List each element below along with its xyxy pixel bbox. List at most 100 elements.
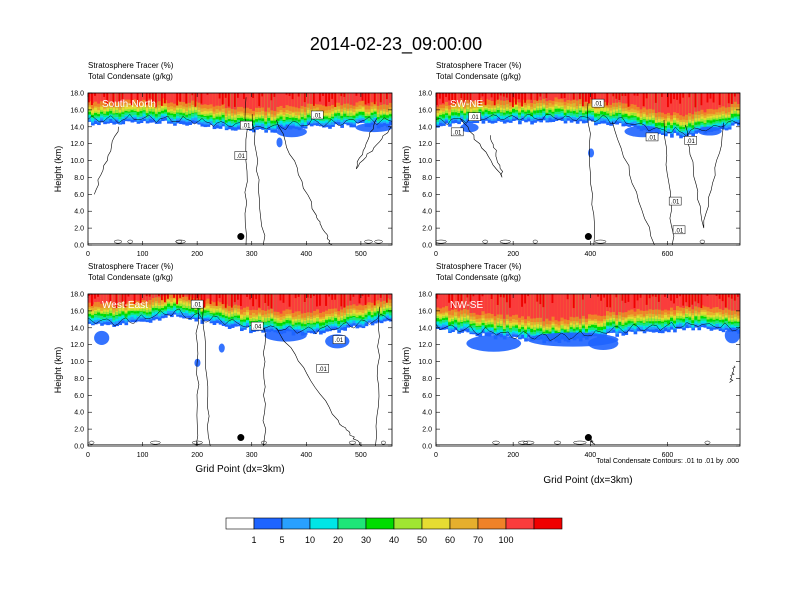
tracer-cell [243,93,245,100]
tracer-cell [685,294,688,303]
tracer-cell [639,294,642,298]
tracer-cell [588,93,590,104]
tracer-cell [170,294,174,299]
tracer-cell [445,294,449,307]
tracer-cell [703,294,708,307]
y-tick-label: 8.0 [74,376,84,383]
tracer-cell [709,93,714,109]
tracer-cell [364,93,367,105]
tracer-cell [200,294,203,301]
tracer-cell [609,294,612,308]
tracer-cell [718,294,721,299]
tracer-cell [727,294,730,298]
tracer-cell [325,93,327,107]
tracer-cell [688,93,692,114]
tracer-cell [215,294,218,306]
y-tick-label: 12.0 [418,342,432,349]
tracer-cell [648,93,653,109]
y-tick-label: 16.0 [418,308,432,315]
tracer-cell [285,93,290,106]
tracer-cell [340,93,343,97]
tracer-cell [322,294,326,312]
tracer-cell [236,294,239,300]
tracer-cell [297,93,300,97]
svg-text:.01: .01 [648,135,657,141]
plot-area [436,294,740,446]
y-tick-label: 10.0 [70,359,84,366]
tracer-cell [388,93,392,103]
svg-text:.01: .01 [686,139,695,145]
tracer-cell [306,294,311,313]
tracer-cell [518,93,520,100]
x-tick-label: 0 [86,452,90,459]
tracer-cell [512,93,514,108]
tracer-cell [322,93,326,106]
tracer-cell [715,294,718,296]
tracer-cell [521,294,523,307]
y-tick-label: 6.0 [422,192,432,199]
x-tick-label: 600 [662,251,674,258]
y-tick-label: 6.0 [74,192,84,199]
tracer-cell [276,93,281,107]
tracer-cell [618,294,623,313]
tracer-cell [445,93,449,102]
tracer-cell [367,93,370,104]
tracer-cell [554,93,559,98]
tracer-cell [358,294,361,304]
panel-nw-se: Stratosphere Tracer (%) Total Condensate … [401,262,741,486]
tracer-cell [303,93,306,103]
tracer-cell [358,93,363,102]
tracer-cell [436,93,438,106]
contour-line [355,118,392,170]
tracer-cell [382,294,387,301]
tracer-cell [542,93,547,99]
tracer-cell [469,294,472,302]
contour-line [663,120,675,245]
tracer-cell [578,294,583,319]
tracer-cell [660,93,663,97]
tracer-cell [548,294,553,321]
contour-line [517,440,529,445]
panel-title-line1: Stratosphere Tracer (%) [436,61,522,70]
tracer-cell [627,294,630,302]
tracer-cell [551,294,556,317]
x-tick-label: 400 [300,452,312,459]
tracer-cell [267,294,270,306]
tracer-cell [249,93,253,110]
colorbar-label: 60 [445,535,455,545]
tracer-cell [551,93,556,101]
tracer-cell [651,294,656,310]
tracer-cell [639,294,644,311]
tracer-cell [557,294,562,322]
panel-label: SW-NE [450,99,483,110]
panel-title-line1: Stratosphere Tracer (%) [436,262,522,271]
tracer-cell [639,93,644,110]
tracer-cell [670,294,674,308]
tracer-cell [312,294,315,296]
tracer-cell [521,93,523,107]
tracer-cell [451,294,454,309]
tracer-cell [109,294,112,303]
tracer-cell [218,294,221,299]
tracer-cell [557,93,562,100]
tracer-cell [279,93,284,106]
tracer-cell [645,294,648,305]
tracer-cell [252,93,254,98]
tracer-cell [466,294,469,298]
plot-frame [87,92,393,246]
panel-label: West-East [102,300,148,311]
tracer-cell [481,294,484,297]
tracer-cell [319,294,321,306]
tracer-cell [273,93,276,97]
tracer-cell [624,294,627,303]
tracer-cell [508,93,511,103]
tracer-cell [382,93,387,105]
svg-text:.01: .01 [594,102,603,108]
tracer-cell [343,93,346,97]
tracer-cell [615,294,619,316]
y-tick-label: 4.0 [74,410,84,417]
location-marker [237,434,245,442]
tracer-cell [448,93,450,101]
tracer-cell [206,93,209,95]
tracer-cell [566,294,571,321]
